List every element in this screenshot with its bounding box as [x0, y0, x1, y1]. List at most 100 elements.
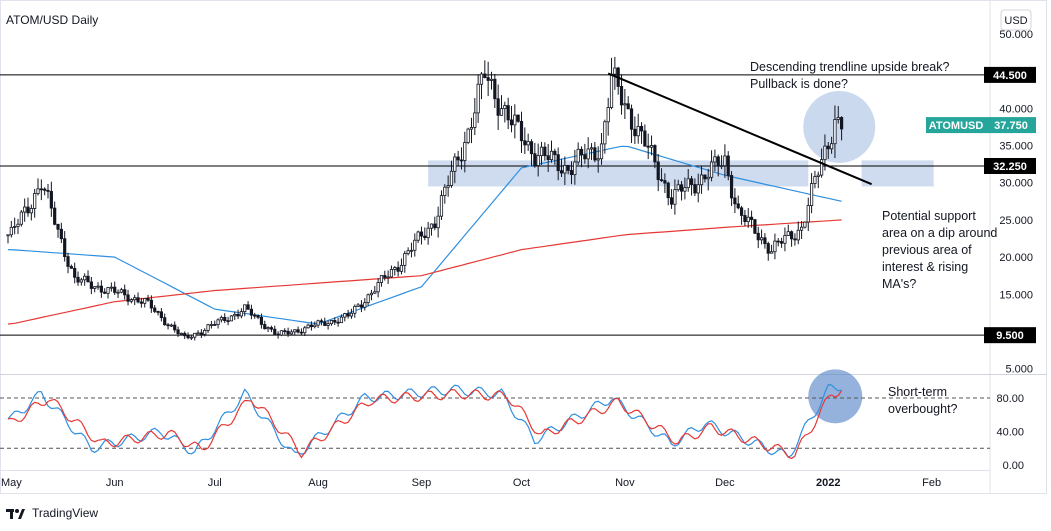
candle-body: [406, 250, 410, 255]
candle-body: [433, 223, 437, 229]
candle-body: [576, 148, 580, 163]
candle-body: [743, 215, 747, 223]
descending-trendline[interactable]: [607, 72, 872, 186]
candle-body: [539, 146, 544, 157]
symbol-badge-label: ATOMUSD: [929, 120, 984, 132]
price-axis: 50.00045.00040.00035.00030.00025.00020.0…: [996, 29, 1033, 472]
candle-body: [163, 317, 167, 326]
candle-body: [219, 316, 224, 321]
candle-body: [46, 189, 50, 192]
time-tick-label: Jun: [106, 477, 124, 489]
candle-body: [833, 119, 837, 145]
highlight-circles: [803, 90, 876, 424]
candle-body: [543, 146, 547, 157]
candle-body: [666, 182, 670, 199]
candle-body: [516, 114, 520, 122]
last-price-label: 37.750: [994, 120, 1028, 132]
candle-body: [273, 328, 277, 335]
candle-body: [573, 161, 577, 176]
candle-body: [409, 249, 414, 252]
support-note-line5: MA's?: [882, 277, 916, 291]
candle-body: [840, 117, 844, 130]
breakout-highlight-circle: [803, 90, 876, 163]
candle-body: [506, 105, 510, 121]
candle-body: [243, 304, 247, 312]
candle-body: [443, 186, 447, 197]
time-tick-label: Sep: [412, 477, 432, 489]
candle-body: [639, 125, 644, 132]
tradingview-brand: TradingView: [32, 506, 99, 520]
candle-body: [783, 235, 787, 244]
candle-body: [316, 320, 320, 326]
candle-body: [329, 320, 334, 325]
candle-body: [23, 206, 27, 213]
candle-body: [726, 155, 730, 176]
candle-body: [413, 239, 417, 251]
candle-body: [453, 156, 457, 172]
candle-body: [9, 226, 13, 236]
price-badges: 44.500 32.250 9.500 ATOMUSD 37.750: [926, 66, 1036, 344]
candle-body: [363, 302, 367, 308]
candle-body: [213, 324, 217, 326]
candle-body: [493, 78, 497, 100]
candle-body: [556, 154, 560, 172]
candle-body: [813, 176, 817, 184]
candle-body: [123, 289, 127, 296]
candle-body: [606, 107, 610, 123]
candle-body: [386, 276, 390, 279]
candle-body: [756, 232, 760, 241]
candle-body: [103, 291, 107, 294]
candle-body: [503, 105, 507, 110]
candle-body: [806, 205, 810, 223]
candle-body: [29, 208, 33, 214]
time-tick-label: 2022: [816, 477, 840, 489]
candle-body: [13, 226, 17, 228]
candle-body: [449, 170, 454, 186]
candle-body: [649, 145, 654, 148]
candle-body: [419, 231, 424, 237]
candle-body: [333, 320, 337, 323]
candle-body: [339, 316, 344, 324]
candle-body: [799, 226, 804, 231]
price-tick-label: 20.000: [999, 252, 1033, 264]
level-badge-label: 9.500: [996, 330, 1024, 342]
candle-body: [99, 285, 103, 293]
candle-body: [116, 291, 120, 294]
candle-body: [179, 332, 183, 335]
price-tick-label: 15.000: [999, 289, 1033, 301]
candle-body: [496, 98, 500, 116]
candle-body: [263, 324, 267, 330]
candle-body: [193, 332, 197, 338]
candle-body: [519, 120, 524, 142]
candle-body: [446, 185, 450, 188]
candle-body: [319, 320, 324, 323]
time-tick-label: Jul: [208, 477, 222, 489]
candle-body: [359, 304, 364, 308]
candle-body: [533, 153, 537, 166]
candle-body: [139, 301, 143, 304]
stochastic-pane: [0, 383, 990, 460]
candle-body: [703, 174, 707, 180]
support-zone-main: [428, 160, 809, 187]
candle-body: [173, 324, 177, 331]
candle-body: [656, 161, 660, 181]
candle-body: [86, 275, 90, 283]
time-tick-label: May: [1, 477, 22, 489]
candle-body: [633, 128, 637, 137]
candle-body: [393, 267, 397, 270]
candle-body: [369, 292, 374, 296]
candle-body: [349, 312, 354, 317]
candle-body: [423, 235, 427, 239]
candle-body: [126, 294, 130, 302]
candle-body: [133, 297, 137, 301]
candle-body: [96, 285, 100, 288]
level-badge-label: 44.500: [993, 70, 1027, 82]
candle-body: [546, 155, 550, 161]
candle-body: [109, 286, 113, 289]
candle-body: [229, 315, 234, 322]
trendline-note-line2: Pullback is done?: [750, 77, 848, 91]
currency-button[interactable]: [1000, 9, 1032, 31]
candle-body: [513, 114, 517, 126]
candle-body: [73, 267, 77, 278]
candle-body: [829, 143, 834, 150]
